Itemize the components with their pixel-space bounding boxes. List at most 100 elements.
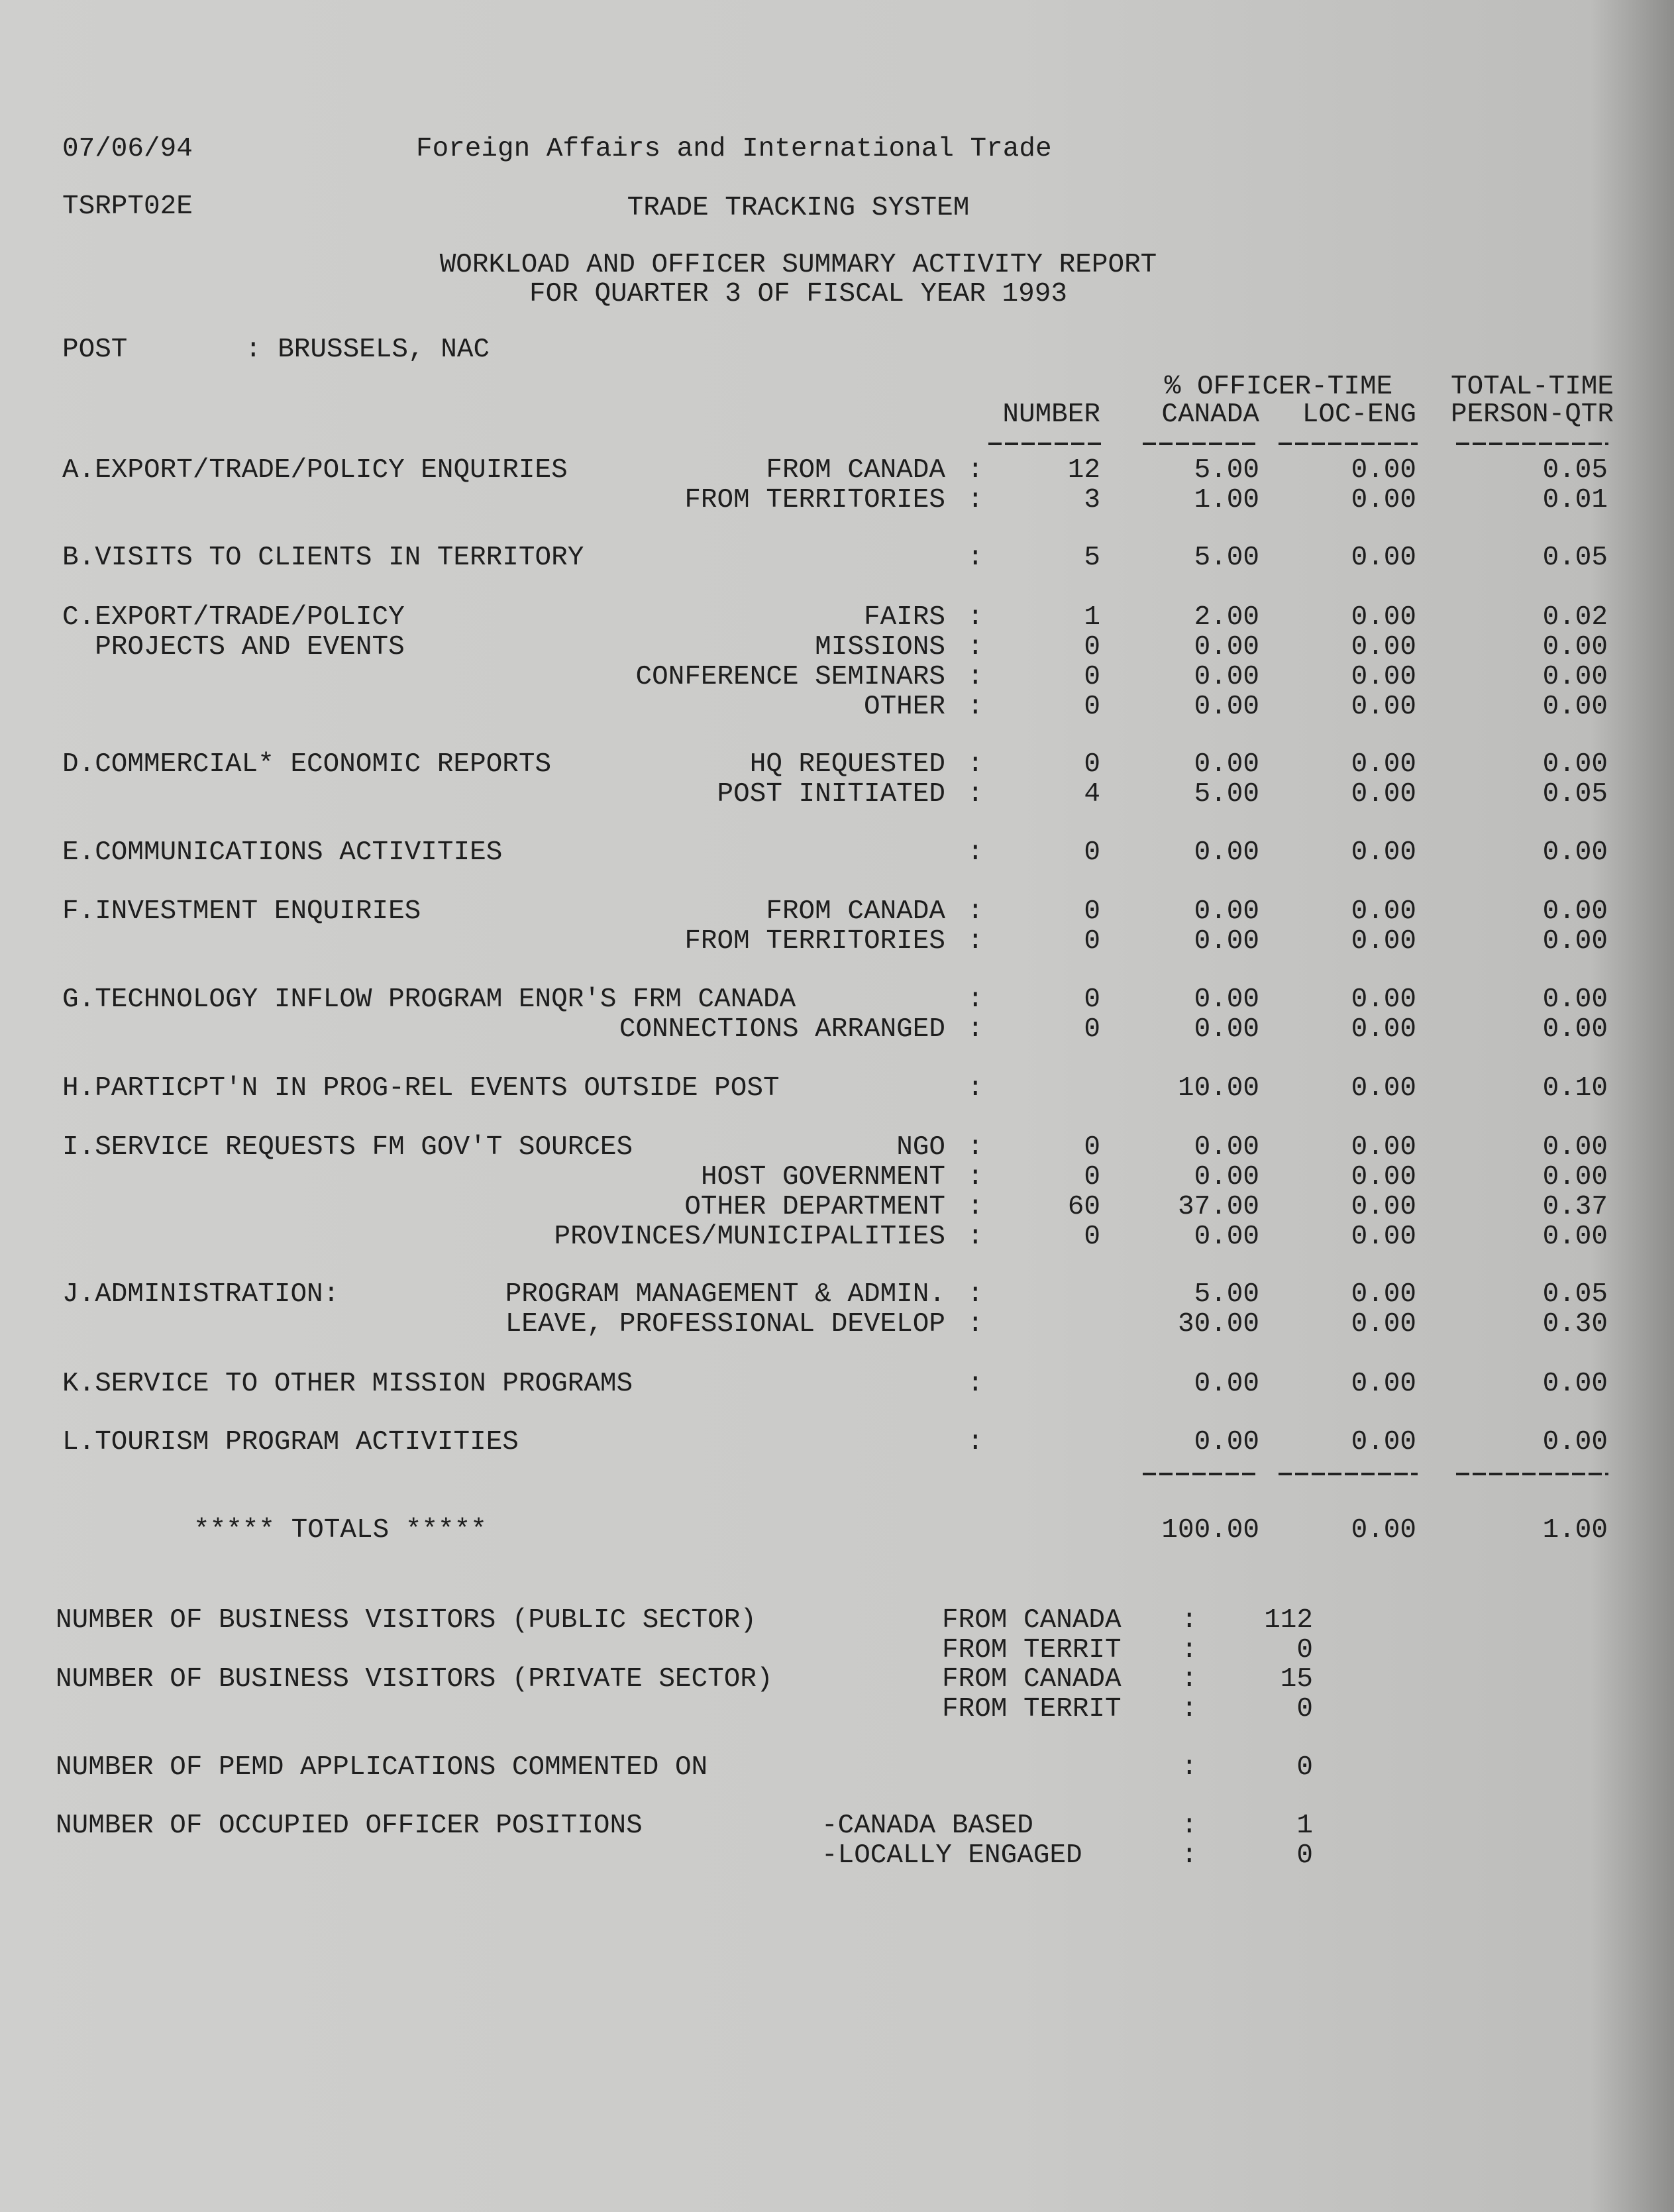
row-separator: : (967, 1309, 984, 1340)
summary-separator: : (1181, 1840, 1198, 1871)
row-sublabel: FROM TERRITORIES (684, 485, 945, 515)
summary-label: NUMBER OF OCCUPIED OFFICER POSITIONS (56, 1811, 643, 1841)
summary-value: 0 (1296, 1635, 1313, 1665)
summary-separator: : (1181, 1664, 1198, 1695)
row-canada: 0.00 (1194, 837, 1259, 868)
row-sublabel: HQ REQUESTED (749, 749, 945, 780)
summary-value: 112 (1264, 1605, 1313, 1636)
divider (1456, 443, 1608, 445)
row-label: B.VISITS TO CLIENTS IN TERRITORY (62, 543, 584, 573)
row-label: PROJECTS AND EVENTS (62, 632, 405, 662)
report-id: TSRPT02E (62, 191, 193, 222)
row-sublabel: FROM CANADA (766, 455, 945, 486)
row-sublabel: NGO (896, 1132, 945, 1163)
row-loc-eng: 0.00 (1351, 1222, 1416, 1252)
row-label: F.INVESTMENT ENQUIRIES (62, 896, 421, 927)
row-loc-eng: 0.00 (1351, 692, 1416, 722)
summary-value: 0 (1296, 1694, 1313, 1724)
row-number: 0 (1084, 662, 1100, 692)
row-loc-eng: 0.00 (1351, 1073, 1416, 1104)
row-separator: : (967, 632, 984, 662)
row-sublabel: FROM TERRITORIES (684, 926, 945, 957)
row-label: G.TECHNOLOGY INFLOW PROGRAM ENQR'S FRM C… (62, 984, 796, 1015)
row-separator: : (967, 692, 984, 722)
row-canada: 0.00 (1194, 1132, 1259, 1163)
row-loc-eng: 0.00 (1351, 1014, 1416, 1045)
report-subtitle: FOR QUARTER 3 OF FISCAL YEAR 1993 (529, 279, 1067, 309)
row-sublabel: HOST GOVERNMENT (700, 1162, 945, 1192)
col-person-qtr: PERSON-QTR (1450, 399, 1614, 430)
summary-value: 15 (1280, 1664, 1313, 1695)
row-loc-eng: 0.00 (1351, 1369, 1416, 1399)
row-separator: : (967, 1222, 984, 1252)
row-loc-eng: 0.00 (1351, 632, 1416, 662)
row-label: L.TOURISM PROGRAM ACTIVITIES (62, 1427, 519, 1457)
row-total: 0.00 (1542, 1427, 1608, 1457)
summary-separator: : (1181, 1752, 1198, 1783)
row-number: 0 (1084, 1162, 1100, 1192)
col-officer-time: % OFFICER-TIME (1164, 372, 1393, 402)
row-number: 0 (1084, 926, 1100, 957)
row-loc-eng: 0.00 (1351, 662, 1416, 692)
row-loc-eng: 0.00 (1351, 543, 1416, 573)
row-total: 0.02 (1542, 602, 1608, 633)
row-number: 1 (1084, 602, 1100, 633)
summary-sublabel: FROM TERRIT (942, 1635, 1122, 1665)
summary-label: NUMBER OF BUSINESS VISITORS (PUBLIC SECT… (56, 1605, 757, 1636)
row-separator: : (967, 749, 984, 780)
row-number: 0 (1084, 632, 1100, 662)
row-canada: 0.00 (1194, 632, 1259, 662)
row-canada: 37.00 (1177, 1192, 1259, 1222)
row-canada: 5.00 (1194, 543, 1259, 573)
row-number: 0 (1084, 984, 1100, 1015)
totals-label: ***** TOTALS ***** (193, 1515, 487, 1546)
row-total: 0.00 (1542, 1162, 1608, 1192)
row-canada: 30.00 (1177, 1309, 1259, 1340)
summary-separator: : (1181, 1605, 1198, 1636)
row-number: 4 (1084, 779, 1100, 810)
row-total: 0.00 (1542, 662, 1608, 692)
row-total: 0.00 (1542, 896, 1608, 927)
row-canada: 5.00 (1194, 779, 1259, 810)
row-label: C.EXPORT/TRADE/POLICY (62, 602, 405, 633)
row-canada: 2.00 (1194, 602, 1259, 633)
totals-canada: 100.00 (1161, 1515, 1259, 1546)
totals-total: 1.00 (1542, 1515, 1608, 1546)
row-total: 0.05 (1542, 779, 1608, 810)
row-number: 0 (1084, 837, 1100, 868)
col-total-time: TOTAL-TIME (1450, 372, 1614, 402)
row-loc-eng: 0.00 (1351, 455, 1416, 486)
row-separator: : (967, 1132, 984, 1163)
row-label: K.SERVICE TO OTHER MISSION PROGRAMS (62, 1369, 633, 1399)
row-canada: 1.00 (1194, 485, 1259, 515)
row-number: 12 (1067, 455, 1100, 486)
row-loc-eng: 0.00 (1351, 1192, 1416, 1222)
summary-separator: : (1181, 1635, 1198, 1665)
row-loc-eng: 0.00 (1351, 779, 1416, 810)
summary-sublabel: -LOCALLY ENGAGED (821, 1840, 1082, 1871)
department-name: Foreign Affairs and International Trade (416, 134, 1052, 164)
summary-sublabel: -CANADA BASED (821, 1811, 1033, 1841)
row-sublabel: FROM CANADA (766, 896, 945, 927)
summary-value: 1 (1296, 1811, 1313, 1841)
divider (1143, 443, 1259, 445)
row-total: 0.01 (1542, 485, 1608, 515)
divider (1456, 1473, 1608, 1475)
row-label: A.EXPORT/TRADE/POLICY ENQUIRIES (62, 455, 568, 486)
row-loc-eng: 0.00 (1351, 926, 1416, 957)
summary-value: 0 (1296, 1752, 1313, 1783)
row-sublabel: MISSIONS (815, 632, 945, 662)
summary-separator: : (1181, 1811, 1198, 1841)
row-number: 5 (1084, 543, 1100, 573)
row-separator: : (967, 1014, 984, 1045)
row-sublabel: OTHER DEPARTMENT (684, 1192, 945, 1222)
row-label: I.SERVICE REQUESTS FM GOV'T SOURCES (62, 1132, 633, 1163)
row-loc-eng: 0.00 (1351, 485, 1416, 515)
system-name: TRADE TRACKING SYSTEM (627, 193, 970, 223)
divider (1143, 1473, 1259, 1475)
row-sublabel: FAIRS (863, 602, 945, 633)
row-total: 0.00 (1542, 1014, 1608, 1045)
row-loc-eng: 0.00 (1351, 1162, 1416, 1192)
row-separator: : (967, 896, 984, 927)
row-canada: 0.00 (1194, 1222, 1259, 1252)
